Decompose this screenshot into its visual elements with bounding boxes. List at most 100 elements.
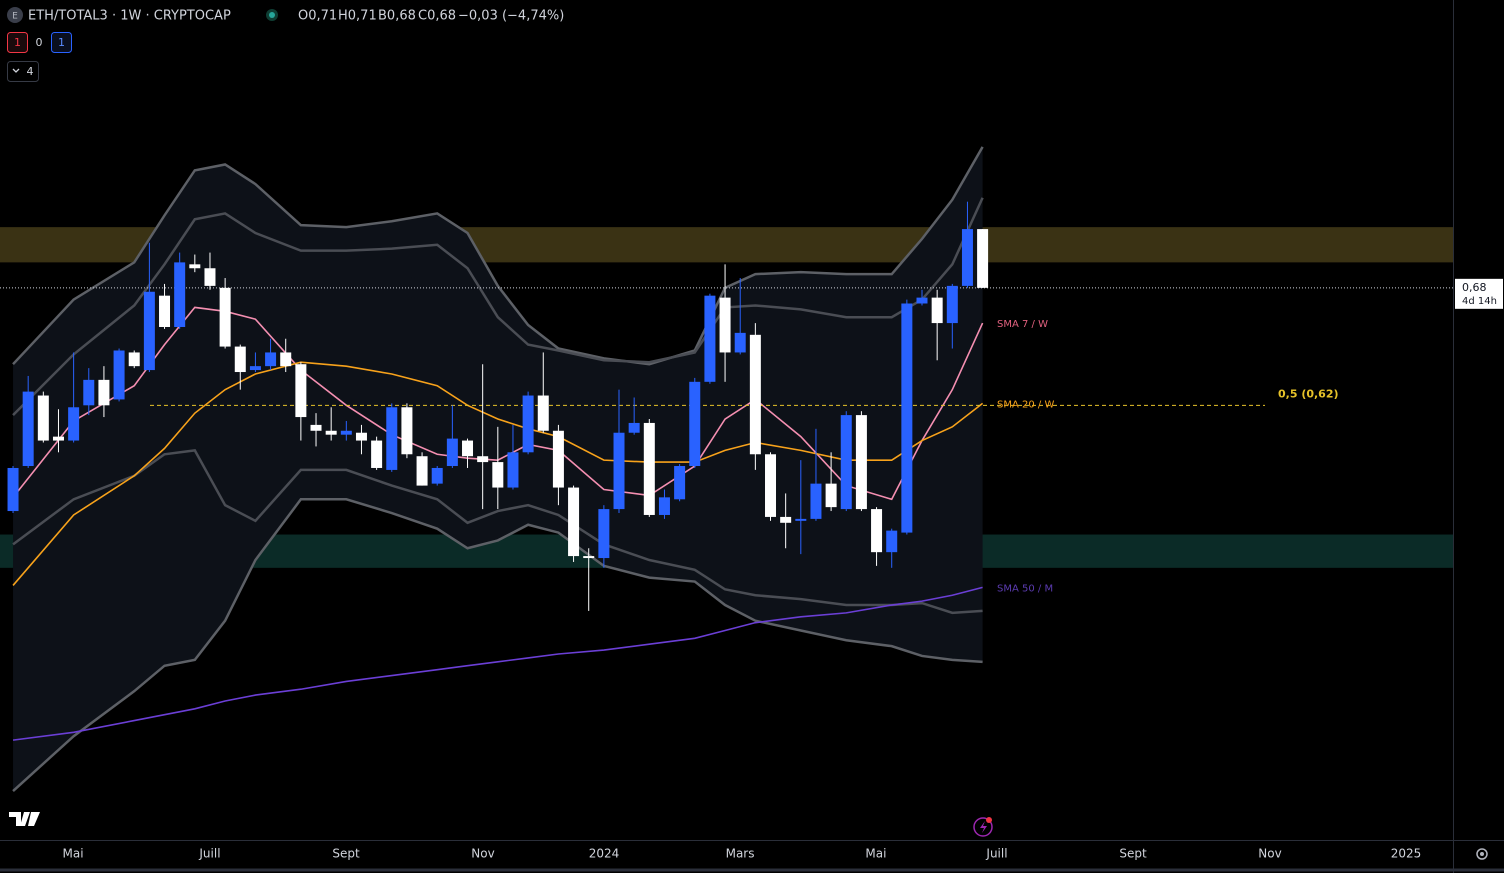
candle-body xyxy=(916,297,928,304)
candle-body xyxy=(643,422,655,515)
symbol-icon xyxy=(7,7,23,23)
candle-body xyxy=(537,395,549,431)
x-tick-label: Nov xyxy=(1258,847,1281,861)
countdown-label: 4d 14h xyxy=(1462,296,1497,307)
price-label: 0,68 xyxy=(1462,281,1487,294)
lightning-bolt xyxy=(980,821,987,833)
candle-body xyxy=(704,295,716,382)
candle-body xyxy=(825,483,837,508)
candle-body xyxy=(840,415,852,510)
ohlc-close: C0,68 xyxy=(418,9,456,24)
candle-body xyxy=(219,287,231,347)
band-lower xyxy=(12,498,983,792)
candle-body xyxy=(446,438,458,467)
ohlc-high: H0,71 xyxy=(338,9,377,24)
series-label: SMA 50 / M xyxy=(997,583,1053,594)
badge-red[interactable] xyxy=(7,32,28,53)
x-tick-label: Mai xyxy=(62,847,83,861)
candle-body xyxy=(462,440,474,457)
candle-body xyxy=(83,379,95,406)
candle-body xyxy=(98,379,110,406)
x-axis: Mai Juill Sept Nov 2024 Mars Mai Juill Sept Nov 20… xyxy=(62,847,1421,861)
symbol-icon-letter: E xyxy=(12,12,18,22)
candle-body xyxy=(159,295,171,327)
chevron-icon xyxy=(12,68,20,73)
candle-body xyxy=(22,391,34,467)
settings-icon[interactable] xyxy=(1476,848,1488,860)
legend-header: E ETH/TOTAL3 · 1W · CRYPTOCAP O0,71 H0,7… xyxy=(7,7,564,82)
x-tick-label: Nov xyxy=(471,847,494,861)
candle-body xyxy=(749,334,761,455)
candle-body xyxy=(886,530,898,553)
candle-body xyxy=(416,456,428,486)
candle-body xyxy=(52,436,64,441)
x-tick-label: Juill xyxy=(198,847,220,861)
x-tick-label: 2024 xyxy=(589,847,620,861)
candle-body xyxy=(901,303,913,533)
badge-blue[interactable] xyxy=(51,32,72,53)
candle-body xyxy=(401,407,413,455)
band-upper xyxy=(12,197,984,416)
candle-body xyxy=(280,352,292,367)
candle-body xyxy=(128,352,140,367)
candle-body xyxy=(249,366,261,371)
candle-body xyxy=(204,268,216,286)
candle-body xyxy=(189,264,201,269)
candle-body xyxy=(492,462,504,488)
candle-body xyxy=(977,229,989,288)
candle-body xyxy=(871,509,883,553)
x-tick-label: Juill xyxy=(985,847,1007,861)
candle-body xyxy=(143,291,155,371)
x-tick-label: 2025 xyxy=(1391,847,1422,861)
collapsed-count: 4 xyxy=(27,65,34,78)
candle-body xyxy=(598,509,610,559)
badge-neutral-count: 0 xyxy=(36,36,43,49)
candle-body xyxy=(568,487,580,557)
candle-body xyxy=(961,229,973,286)
x-tick-label: Mai xyxy=(865,847,886,861)
ohlc-low: B0,68 xyxy=(378,9,416,24)
notification-dot xyxy=(986,817,992,823)
ohlc-change: −0,03 (−4,74%) xyxy=(458,9,564,24)
candle-body xyxy=(855,415,867,510)
candle-body xyxy=(386,407,398,470)
ohlc-open: O0,71 xyxy=(298,9,337,24)
band-lower xyxy=(12,449,983,615)
settings-icon-center xyxy=(1480,852,1484,856)
candle-body xyxy=(174,262,186,327)
candle-body xyxy=(507,452,519,488)
candle-body xyxy=(780,516,792,523)
tv-logo xyxy=(9,812,40,826)
series-label: SMA 7 / W xyxy=(997,319,1048,330)
candle-body xyxy=(355,432,367,441)
candle-body xyxy=(310,424,322,431)
candle-body xyxy=(522,395,534,453)
badge-red-count: 1 xyxy=(14,36,21,49)
candle-body xyxy=(7,467,19,512)
candle-body xyxy=(734,332,746,353)
lightning-icon[interactable] xyxy=(973,817,993,837)
candle-body xyxy=(37,395,49,441)
candle-body xyxy=(68,407,80,441)
candle-body xyxy=(340,430,352,435)
candle-body xyxy=(946,285,958,324)
price-label-box xyxy=(1455,278,1503,309)
candle-body xyxy=(552,430,564,488)
candle-body xyxy=(265,352,277,367)
candle-body xyxy=(295,364,307,418)
candle-body xyxy=(628,422,640,433)
plot-area: 0,5 (0,62) SMA 7 / W SMA 20 / W SMA 50 / M xyxy=(0,146,1453,792)
candle-body xyxy=(765,454,777,517)
candle-body xyxy=(810,483,822,519)
candle-body xyxy=(113,350,125,400)
candle-body xyxy=(795,518,807,521)
candle-body xyxy=(674,466,686,500)
candle-body xyxy=(658,497,670,515)
candle-body xyxy=(431,467,443,484)
symbol-title[interactable]: ETH/TOTAL3 · 1W · CRYPTOCAP xyxy=(28,9,231,24)
x-tick-label: Sept xyxy=(1119,847,1147,861)
band-upper xyxy=(12,146,984,366)
candle-body xyxy=(719,297,731,353)
collapse-button[interactable] xyxy=(7,61,39,82)
